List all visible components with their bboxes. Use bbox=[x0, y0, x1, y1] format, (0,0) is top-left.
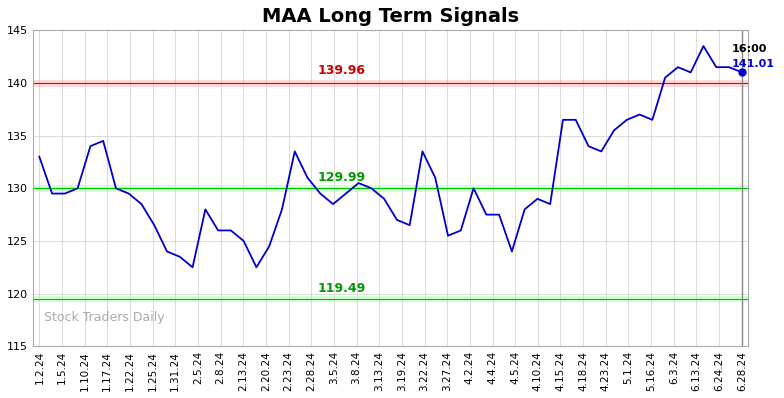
Text: 141.01: 141.01 bbox=[731, 59, 775, 69]
Bar bbox=[33, 185, 748, 191]
Text: Stock Traders Daily: Stock Traders Daily bbox=[44, 311, 165, 324]
Title: MAA Long Term Signals: MAA Long Term Signals bbox=[262, 7, 519, 26]
Bar bbox=[33, 296, 748, 302]
Text: 119.49: 119.49 bbox=[318, 282, 365, 295]
Bar bbox=[33, 80, 748, 87]
Text: 139.96: 139.96 bbox=[318, 64, 365, 77]
Text: 16:00: 16:00 bbox=[731, 44, 767, 54]
Text: 129.99: 129.99 bbox=[318, 171, 365, 184]
